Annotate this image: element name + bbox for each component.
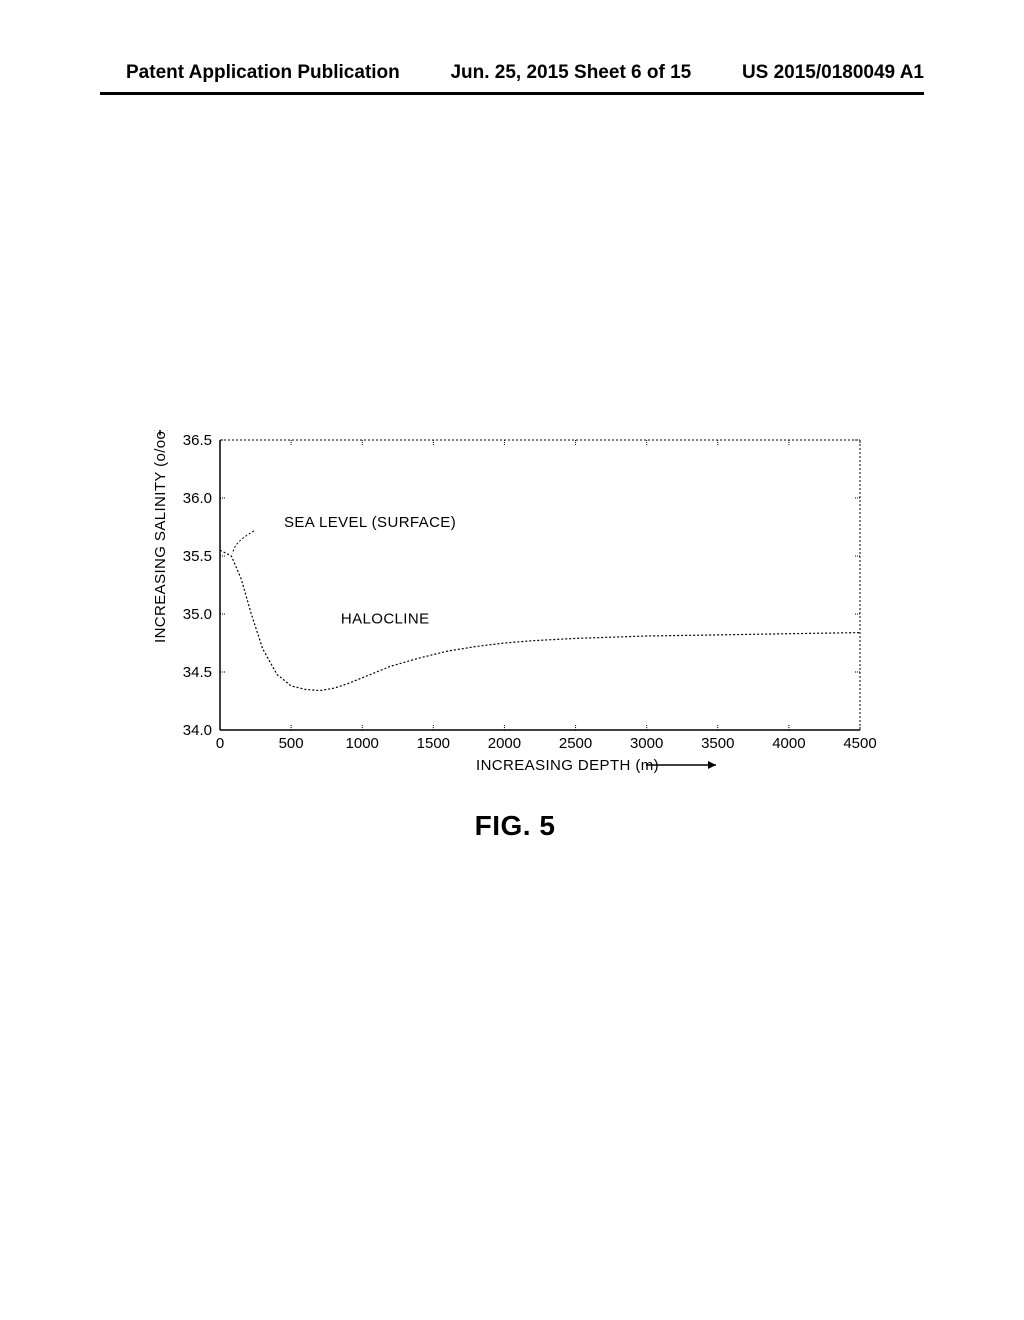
salinity-depth-chart: 0 500 1000 1500 2000 2500 3000 3500 4000 4500 34.0… <box>130 430 900 790</box>
header-center: Jun. 25, 2015 Sheet 6 of 15 <box>450 62 691 84</box>
annotation-leader <box>233 531 254 554</box>
page-header: Patent Application Publication Jun. 25, … <box>0 62 1024 84</box>
header-rule <box>100 92 924 95</box>
y-axis-label: INCREASING SALINITY (o/oo) <box>152 430 169 643</box>
svg-text:500: 500 <box>279 735 304 752</box>
salinity-curve <box>220 550 860 690</box>
annotation-sea-level: SEA LEVEL (SURFACE) <box>284 514 456 531</box>
x-axis-label: INCREASING DEPTH (m) <box>476 757 659 774</box>
svg-text:34.0: 34.0 <box>183 722 212 739</box>
svg-text:4000: 4000 <box>772 735 805 752</box>
svg-text:2500: 2500 <box>559 735 592 752</box>
svg-text:0: 0 <box>216 735 224 752</box>
figure: 0 500 1000 1500 2000 2500 3000 3500 4000 4500 34.0… <box>130 430 900 842</box>
svg-text:4500: 4500 <box>843 735 876 752</box>
svg-text:1000: 1000 <box>346 735 379 752</box>
svg-text:36.0: 36.0 <box>183 490 212 507</box>
annotation-halocline: HALOCLINE <box>341 610 430 627</box>
x-axis-arrowhead <box>708 761 716 769</box>
svg-text:34.5: 34.5 <box>183 664 212 681</box>
svg-text:3500: 3500 <box>701 735 734 752</box>
svg-text:36.5: 36.5 <box>183 432 212 449</box>
svg-text:1500: 1500 <box>417 735 450 752</box>
header-right: US 2015/0180049 A1 <box>742 62 924 84</box>
header-left: Patent Application Publication <box>126 62 400 84</box>
svg-text:35.0: 35.0 <box>183 606 212 623</box>
figure-label: FIG. 5 <box>130 810 900 842</box>
svg-text:2000: 2000 <box>488 735 521 752</box>
svg-text:35.5: 35.5 <box>183 548 212 565</box>
svg-text:3000: 3000 <box>630 735 663 752</box>
